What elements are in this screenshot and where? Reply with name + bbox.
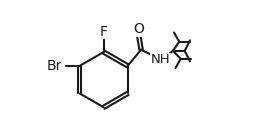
Text: F: F xyxy=(100,25,108,39)
Text: O: O xyxy=(133,22,144,36)
Text: NH: NH xyxy=(151,53,170,66)
Text: Br: Br xyxy=(47,59,62,73)
